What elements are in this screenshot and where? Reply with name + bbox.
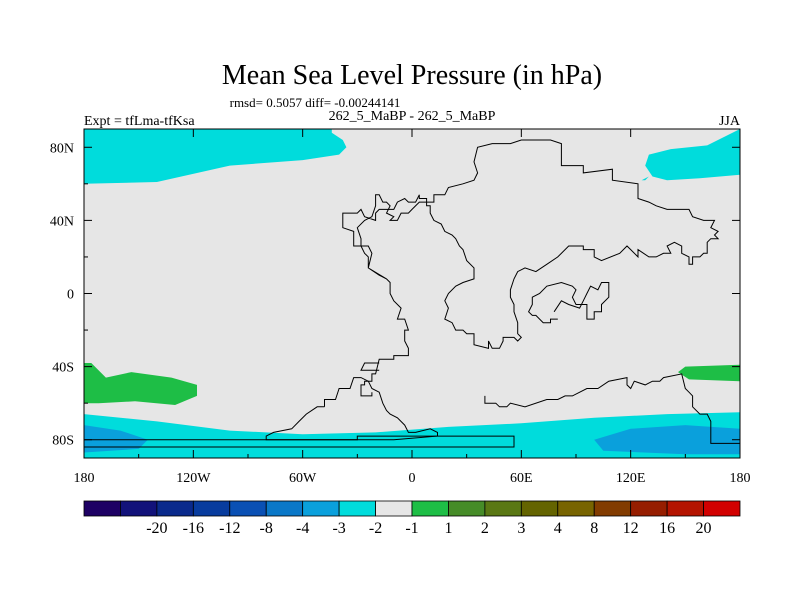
colorbar-label: 3	[517, 520, 525, 537]
x-tick-label: 60W	[289, 471, 317, 486]
x-tick-label: 60E	[510, 471, 533, 486]
colorbar-swatch	[557, 500, 595, 517]
colorbar-swatch	[375, 500, 413, 517]
coastline-land-outline-east-loop	[527, 281, 610, 324]
colorbar-swatch	[593, 500, 632, 517]
y-tick-label: 0	[67, 288, 74, 303]
colorbar-swatch	[703, 500, 741, 517]
colorbar-label: 20	[696, 520, 712, 537]
colorbar-label: -3	[332, 520, 345, 537]
colorbar-swatch	[156, 500, 194, 517]
colorbar-swatch	[448, 500, 486, 517]
colorbar-label: -16	[183, 520, 204, 537]
x-tick-label: 120E	[616, 471, 646, 486]
season-label: JJA	[719, 114, 741, 129]
y-tick-label: 40S	[52, 361, 74, 376]
colorbar-label: 12	[623, 520, 639, 537]
colorbar-swatch	[120, 500, 158, 517]
x-tick-label: 0	[409, 471, 416, 486]
y-tick-label: 40N	[50, 214, 74, 229]
colorbar-label: -1	[405, 520, 418, 537]
map-area	[84, 129, 740, 458]
stats-label: rmsd= 0.5057 diff= -0.00244141	[230, 95, 401, 110]
region-antarctic-negative-core-west	[84, 425, 148, 453]
x-tick-label: 180	[730, 471, 751, 486]
colorbar-label: -2	[369, 520, 382, 537]
colorbar-swatch	[484, 500, 522, 517]
colorbar-label: -12	[219, 520, 240, 537]
comparison-label: 262_5_MaBP - 262_5_MaBP	[329, 109, 496, 124]
coastline-land-outline-south	[265, 377, 438, 441]
experiment-label: Expt = tfLma-tfKsa	[84, 114, 195, 129]
colorbar-label: 4	[554, 520, 562, 537]
colorbar-label: -20	[146, 520, 167, 537]
colorbar-swatch	[265, 500, 304, 517]
y-tick-label: 80S	[52, 434, 74, 449]
region-arctic-negative-east-spot	[641, 176, 649, 181]
colorbar-label: 16	[659, 520, 675, 537]
x-tick-label: 120W	[176, 471, 211, 486]
coastline-land-outline-east-southern	[484, 373, 740, 444]
axis-layer: 180 120W 60W 0 60E 120E 180 80N 40N 0 40S 80S	[50, 129, 751, 486]
region-antarctic-negative-core-east	[594, 425, 740, 455]
colorbar-label: 2	[481, 520, 489, 537]
coastline-land-outline-north	[342, 139, 720, 397]
colorbar-swatch	[520, 500, 559, 517]
colorbar-swatch	[666, 500, 704, 517]
colorbar-swatch	[411, 500, 449, 517]
coastline-land-outline-south-box	[84, 435, 515, 448]
colorbar-swatch	[229, 500, 267, 517]
colorbar-label: 1	[444, 520, 452, 537]
colorbar-label: -8	[260, 520, 273, 537]
colorbar-swatch	[83, 500, 121, 517]
coastline-layer	[84, 139, 740, 448]
colorbar-swatch	[338, 500, 376, 517]
chart-title: Mean Sea Level Pressure (in hPa)	[222, 60, 602, 91]
colorbar-swatch	[302, 500, 340, 517]
x-tick-label: 180	[74, 471, 95, 486]
colorbar-label: -4	[296, 520, 309, 537]
map-background	[84, 129, 740, 458]
region-arctic-negative-west	[84, 129, 347, 184]
coastline-land-outline-island	[360, 362, 380, 371]
region-arctic-negative-east	[645, 129, 740, 181]
colorbar-swatch	[192, 500, 231, 517]
colorbar: -20 -16 -12 -8 -4 -3 -2 -1 1 2 3 4 8 12 16 20	[83, 500, 741, 537]
y-tick-label: 80N	[50, 141, 74, 156]
colorbar-swatch	[630, 500, 668, 517]
region-southern-positive-west	[84, 363, 197, 405]
region-southern-positive-east	[678, 364, 740, 382]
colorbar-label: 8	[590, 520, 598, 537]
